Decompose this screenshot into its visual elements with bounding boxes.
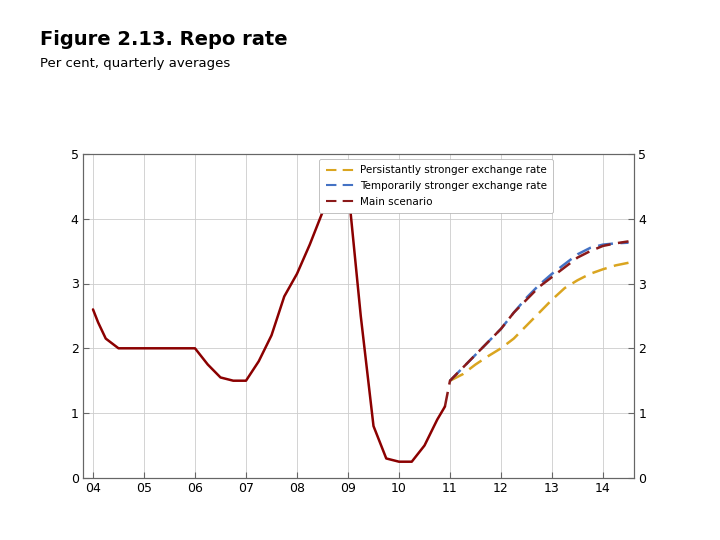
Text: Source: The Riksbank: Source: The Riksbank [596, 522, 702, 532]
Legend: Persistantly stronger exchange rate, Temporarily stronger exchange rate, Main sc: Persistantly stronger exchange rate, Tem… [320, 159, 553, 213]
Text: SVERIGES
RIKSBANK: SVERIGES RIKSBANK [636, 60, 681, 79]
Text: Per cent, quarterly averages: Per cent, quarterly averages [40, 57, 230, 70]
Text: Figure 2.13. Repo rate: Figure 2.13. Repo rate [40, 30, 287, 49]
